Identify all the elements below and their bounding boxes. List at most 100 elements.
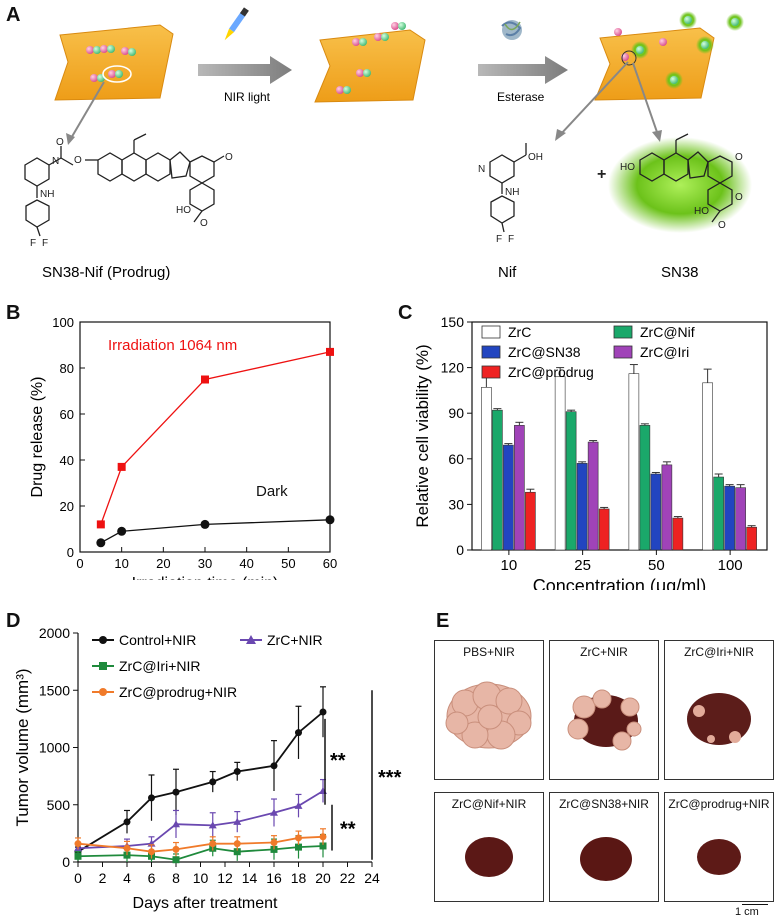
data-point xyxy=(326,347,334,356)
atom-o-ester: O xyxy=(74,155,82,166)
x-tick-label: 50 xyxy=(648,557,665,574)
data-point xyxy=(233,817,242,825)
photo-caption: ZrC+NIR xyxy=(580,645,628,659)
data-point xyxy=(319,842,327,850)
nif-atom-n: N xyxy=(478,164,485,175)
atom-f1: F xyxy=(30,238,36,249)
tumor-zrc-prodrug-nir xyxy=(697,839,741,875)
panel-label-d: D xyxy=(6,610,21,632)
atom-f2: F xyxy=(42,238,48,249)
prodrug-label: SN38-Nif (Prodrug) xyxy=(42,264,170,281)
data-point xyxy=(123,818,131,826)
scale-bar xyxy=(742,904,768,905)
x-tick-label: 60 xyxy=(323,556,337,571)
photo-caption: ZrC@prodrug+NIR xyxy=(668,797,770,811)
sn38-label: SN38 xyxy=(661,264,699,281)
photo-pbs-nir: PBS+NIR xyxy=(434,640,544,780)
bar-ZrC@Iri xyxy=(661,464,673,551)
atom-oh: HO xyxy=(176,205,191,216)
photo-zrc-sn38-nir: ZrC@SN38+NIR xyxy=(549,792,659,902)
esterase-arrow xyxy=(478,56,568,84)
y-tick-label: 120 xyxy=(441,360,465,376)
sn38-glow xyxy=(608,137,752,233)
data-point xyxy=(117,526,127,536)
x-tick-label: 20 xyxy=(156,556,170,571)
data-point xyxy=(233,840,241,848)
data-point xyxy=(96,538,106,548)
atom-o-lactone: O xyxy=(225,152,233,163)
legend-irradiation: Irradiation 1064 nm xyxy=(108,337,237,354)
legend-marker xyxy=(99,636,107,644)
x-tick-label: 14 xyxy=(242,870,258,886)
data-point xyxy=(270,845,278,853)
data-point xyxy=(295,843,302,851)
data-point xyxy=(295,729,302,737)
bar-ZrC@prodrug xyxy=(672,517,684,551)
photo-zrc-iri-nir: ZrC@Iri+NIR xyxy=(664,640,774,780)
y-tick-label: 80 xyxy=(60,361,74,376)
atom-o-ketone: O xyxy=(200,218,208,229)
tumor-zrc-sn38-nir xyxy=(580,837,632,881)
esterase-label: Esterase xyxy=(497,90,545,104)
legend-marker xyxy=(246,635,256,644)
bar-ZrC@prodrug xyxy=(746,526,757,551)
sn38-atom-o3: O xyxy=(718,220,726,231)
bar-ZrC@Nif xyxy=(565,411,577,551)
x-axis-label: Days after treatment xyxy=(133,895,279,912)
laser-pen-icon xyxy=(224,7,249,41)
legend-swatch xyxy=(481,365,501,379)
x-tick-label: 18 xyxy=(291,870,307,886)
x-axis-label: Concentration (μg/ml) xyxy=(533,576,706,590)
data-point xyxy=(270,839,278,847)
data-point xyxy=(117,462,126,471)
data-point xyxy=(294,801,303,809)
legend-label: ZrC@Iri+NIR xyxy=(119,658,200,674)
series-line-Control+NIR xyxy=(77,711,324,853)
legend-label: ZrC@prodrug+NIR xyxy=(119,684,237,700)
data-point xyxy=(74,852,82,860)
y-tick-label: 1000 xyxy=(39,740,70,756)
legend-label: ZrC@Iri xyxy=(640,344,689,360)
data-point xyxy=(208,821,217,829)
x-axis-label: Irradiation time (min) xyxy=(132,575,279,580)
data-point xyxy=(172,820,180,828)
data-point xyxy=(201,375,209,384)
bar-ZrC@Iri xyxy=(587,441,599,551)
y-axis-label: Tumor volume (mm³) xyxy=(13,668,32,826)
y-axis-label: Relative cell viability (%) xyxy=(413,344,432,527)
x-tick-label: 16 xyxy=(266,870,282,886)
x-tick-label: 4 xyxy=(123,870,131,886)
photo-zrc-prodrug-nir: ZrC@prodrug+NIR xyxy=(664,792,774,902)
sn38-atom-oh: HO xyxy=(694,206,709,217)
bar-ZrC@SN38 xyxy=(650,473,662,551)
chart-d-tumor-volume: 0 2 4 6 8 10 12 14 16 18 20 22 240500100015002000Day… xyxy=(13,625,402,912)
series-line-Dark xyxy=(100,519,331,544)
y-tick-label: 0 xyxy=(456,542,464,558)
x-tick-label: 12 xyxy=(217,870,233,886)
x-tick-label: 25 xyxy=(574,557,591,574)
tumor-zrc-iri-nir xyxy=(687,693,751,745)
cell-1 xyxy=(54,24,174,101)
x-tick-label: 20 xyxy=(315,870,331,886)
bar-ZrC xyxy=(702,382,713,551)
photo-zrc-nif-nir: ZrC@Nif+NIR xyxy=(434,792,544,902)
panel-label-b: B xyxy=(6,302,21,324)
tumor-zrc-nir xyxy=(567,689,642,751)
y-tick-label: 0 xyxy=(62,854,70,870)
data-point xyxy=(319,833,327,841)
legend-swatch xyxy=(481,325,501,339)
sig-label-1: ** xyxy=(330,750,346,772)
data-point xyxy=(319,708,327,716)
legend-label: ZrC@prodrug xyxy=(508,364,594,380)
plot-frame xyxy=(471,321,768,551)
x-tick-label: 24 xyxy=(364,870,380,886)
data-point xyxy=(172,856,180,864)
data-point xyxy=(123,844,131,852)
sn38-atom-ho: HO xyxy=(620,162,635,173)
x-tick-label: 6 xyxy=(148,870,156,886)
series-line-Irradiation 1064 nm xyxy=(100,351,331,525)
data-point xyxy=(270,808,278,816)
series-line-ZrC@prodrug+NIR xyxy=(77,835,324,853)
legend-label: Control+NIR xyxy=(119,632,196,648)
bar-ZrC@prodrug xyxy=(525,491,536,551)
